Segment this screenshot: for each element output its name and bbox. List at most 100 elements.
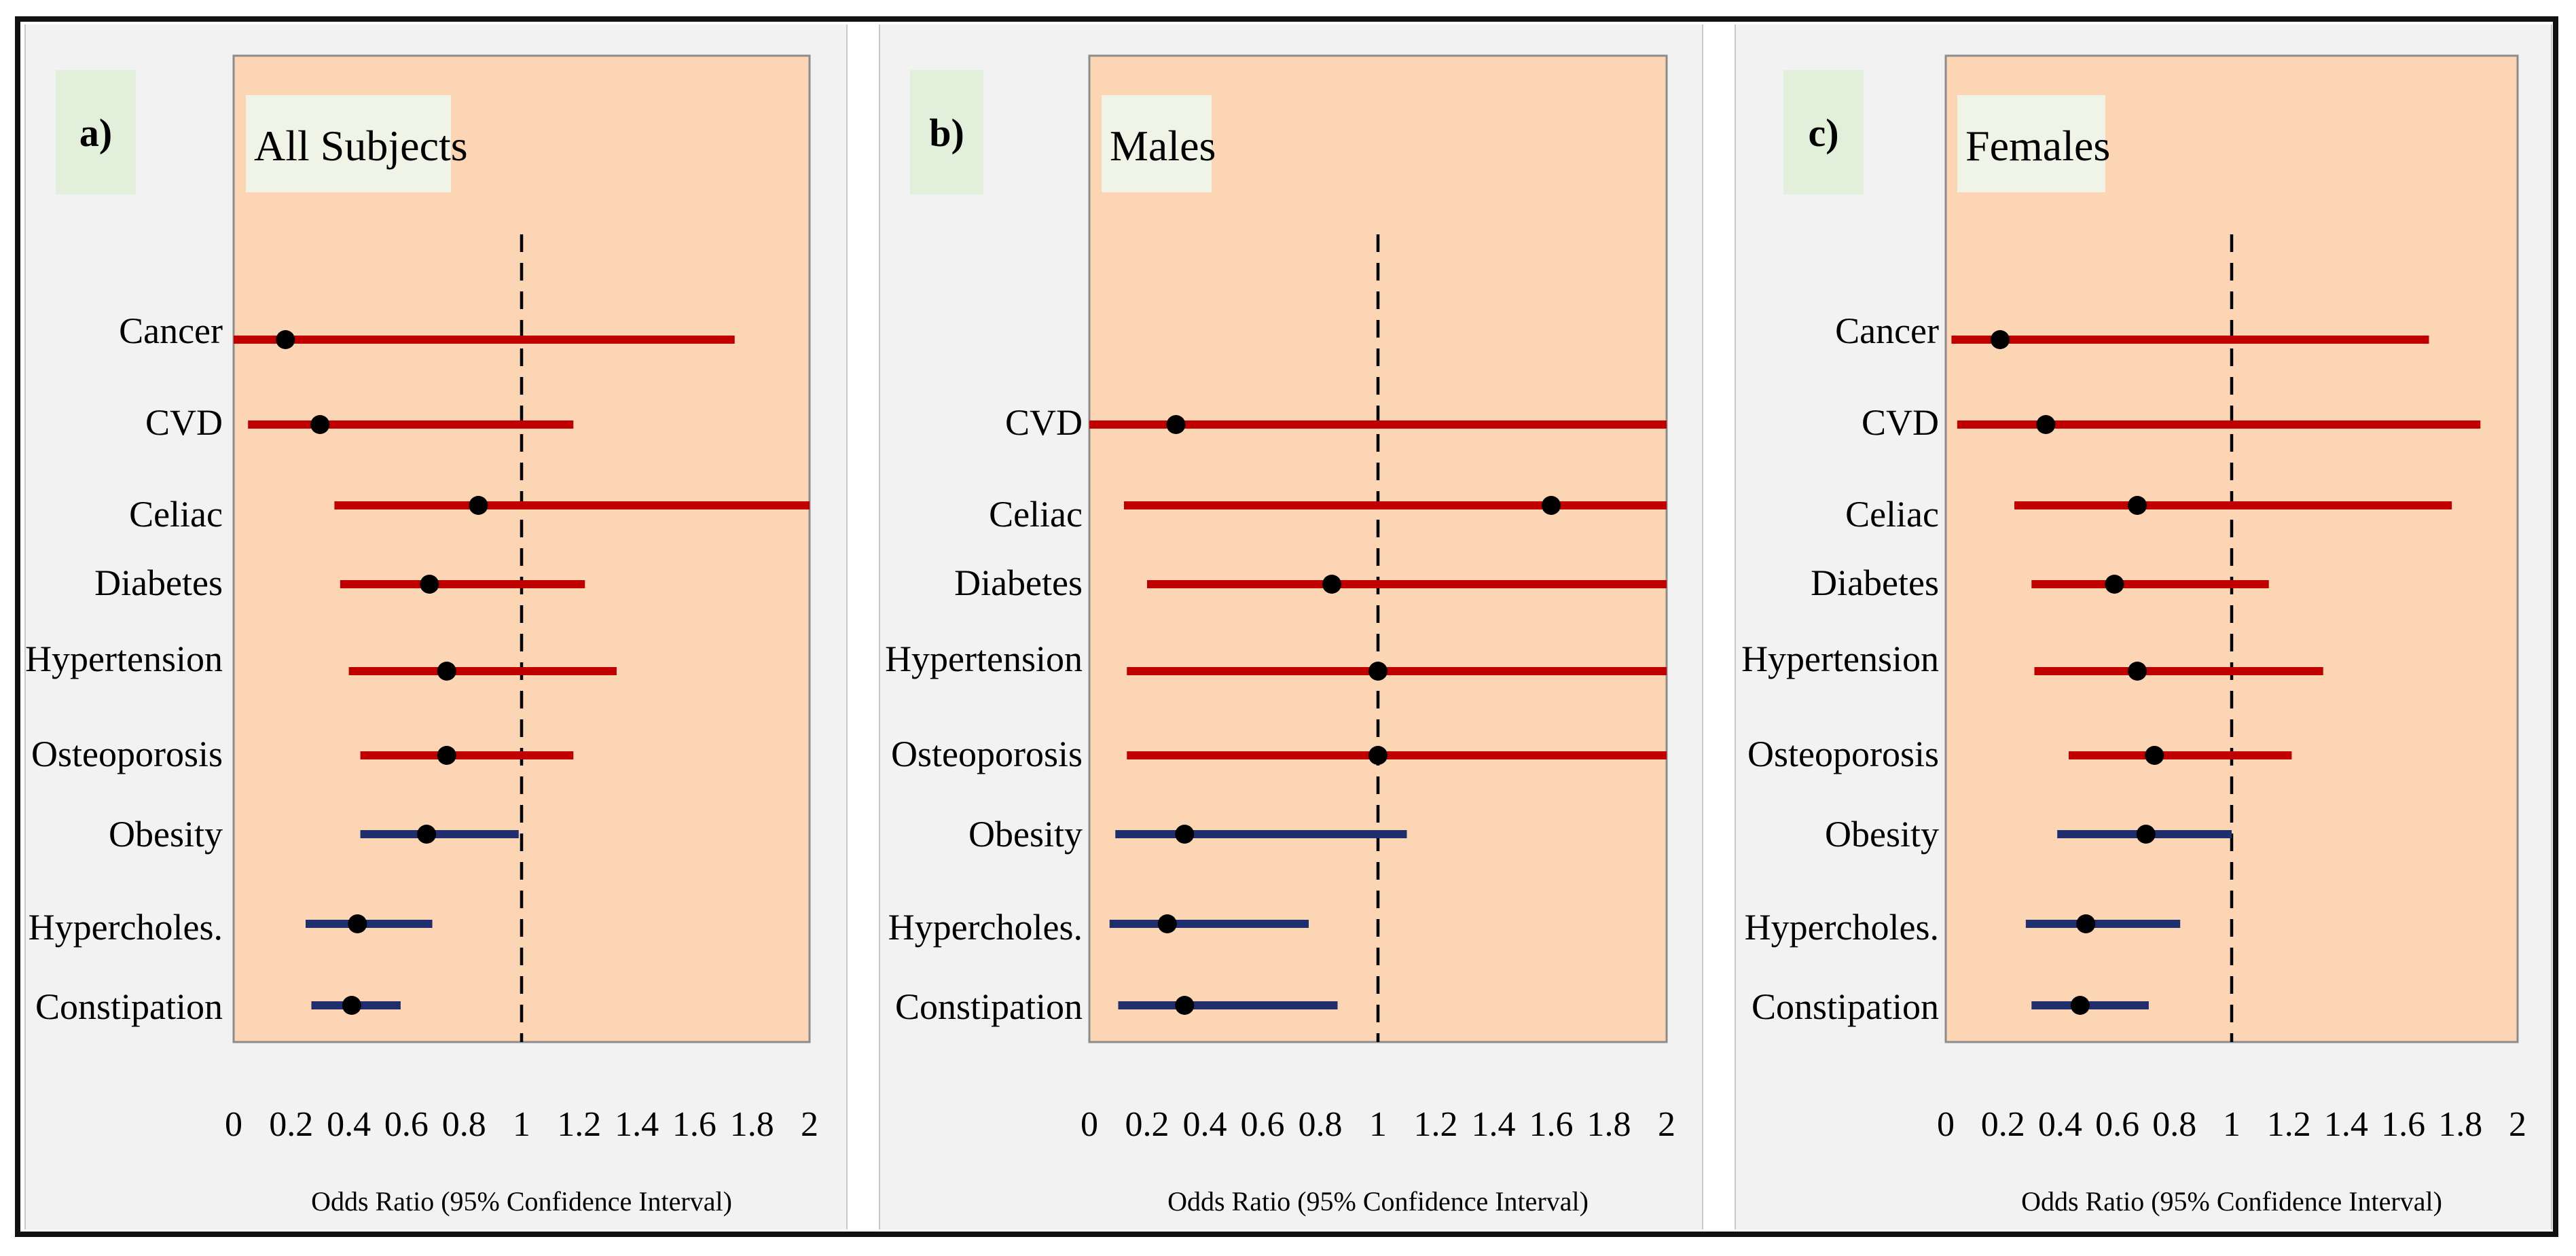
x-tick-label: 1 <box>2223 1105 2241 1144</box>
odds-ratio-point-diabetes <box>420 575 439 594</box>
odds-ratio-point-osteoporosis <box>437 746 456 765</box>
row-label: Obesity <box>1825 814 1939 855</box>
odds-ratio-point-constipation <box>1175 996 1195 1015</box>
x-tick-label: 1.2 <box>557 1105 601 1144</box>
odds-ratio-point-celiac <box>469 496 488 515</box>
x-tick-label: 1.4 <box>615 1105 659 1144</box>
odds-ratio-point-constipation <box>2070 996 2090 1015</box>
x-tick-label: 1.4 <box>1472 1105 1516 1144</box>
row-label: Hypercholes. <box>1745 907 1939 948</box>
x-axis-label: Odds Ratio (95% Confidence Interval) <box>311 1186 732 1217</box>
odds-ratio-point-hypercholes <box>348 914 367 933</box>
x-tick-label: 0.4 <box>2038 1105 2082 1144</box>
x-tick-label: 1.2 <box>1414 1105 1458 1144</box>
x-axis-label: Odds Ratio (95% Confidence Interval) <box>2021 1186 2442 1217</box>
row-label: Osteoporosis <box>1747 734 1939 774</box>
row-label: Hypercholes. <box>29 907 223 948</box>
x-tick-label: 1.8 <box>1587 1105 1631 1144</box>
panel-title-box <box>1957 95 2105 192</box>
x-axis-label: Odds Ratio (95% Confidence Interval) <box>1167 1186 1589 1217</box>
panel-label: a) <box>79 111 112 155</box>
row-label: Hypercholes. <box>888 907 1083 948</box>
x-tick-label: 0.2 <box>1125 1105 1169 1144</box>
x-tick-label: 1.6 <box>2381 1105 2425 1144</box>
panel-title: All Subjects <box>254 122 468 170</box>
x-tick-label: 1 <box>1369 1105 1387 1144</box>
row-label: Hypertension <box>1741 639 1939 679</box>
x-tick-label: 1.2 <box>2267 1105 2311 1144</box>
row-label: Diabetes <box>1811 562 1939 603</box>
row-label: CVD <box>145 402 223 443</box>
odds-ratio-point-hypertension <box>2128 662 2147 681</box>
x-tick-label: 2 <box>1658 1105 1675 1144</box>
row-label: Diabetes <box>94 562 223 603</box>
panel-label-badge <box>1783 70 1864 194</box>
odds-ratio-point-diabetes <box>1322 575 1341 594</box>
odds-ratio-point-hypercholes <box>1157 914 1177 933</box>
odds-ratio-point-cancer <box>276 330 295 349</box>
x-tick-label: 0 <box>225 1105 242 1144</box>
x-tick-label: 0.2 <box>1981 1105 2025 1144</box>
x-tick-label: 1.8 <box>2438 1105 2482 1144</box>
panel-label-badge <box>56 70 136 194</box>
odds-ratio-point-cancer <box>1990 330 2010 349</box>
x-tick-label: 1.6 <box>1529 1105 1574 1144</box>
row-label: Cancer <box>119 310 223 351</box>
row-label: Hypertension <box>25 639 223 679</box>
row-label: Celiac <box>1845 494 1939 535</box>
x-tick-label: 0.6 <box>2095 1105 2139 1144</box>
x-tick-label: 2 <box>2509 1105 2526 1144</box>
panel-label-badge <box>910 70 983 194</box>
x-tick-label: 1 <box>513 1105 530 1144</box>
panel-title: Females <box>1965 122 2110 170</box>
row-label: CVD <box>1862 402 1939 443</box>
row-label: Constipation <box>895 986 1083 1027</box>
row-label: Celiac <box>989 494 1083 535</box>
x-tick-label: 0.6 <box>384 1105 429 1144</box>
row-label: Osteoporosis <box>31 734 223 774</box>
odds-ratio-point-cvd <box>1166 415 1186 434</box>
odds-ratio-point-diabetes <box>2105 575 2124 594</box>
odds-ratio-point-osteoporosis <box>2145 746 2164 765</box>
row-label: Cancer <box>1835 310 1939 351</box>
x-tick-label: 0.4 <box>1183 1105 1227 1144</box>
panel-title-box <box>1102 95 1212 192</box>
panel-title-box <box>246 95 451 192</box>
x-tick-label: 0.6 <box>1241 1105 1285 1144</box>
odds-ratio-point-obesity <box>1175 825 1195 844</box>
odds-ratio-point-constipation <box>342 996 361 1015</box>
odds-ratio-point-osteoporosis <box>1368 746 1387 765</box>
x-tick-label: 0.8 <box>2152 1105 2196 1144</box>
x-tick-label: 2 <box>801 1105 818 1144</box>
x-tick-label: 1.4 <box>2324 1105 2368 1144</box>
odds-ratio-point-cvd <box>2036 415 2056 434</box>
odds-ratio-point-obesity <box>417 825 437 844</box>
odds-ratio-point-cvd <box>310 415 330 434</box>
odds-ratio-point-hypercholes <box>2076 914 2096 933</box>
row-label: Celiac <box>129 494 223 535</box>
row-label: CVD <box>1005 402 1083 443</box>
odds-ratio-point-celiac <box>1542 496 1561 515</box>
row-label: Obesity <box>968 814 1083 855</box>
panel-title: Males <box>1110 122 1216 170</box>
row-label: Obesity <box>109 814 223 855</box>
x-tick-label: 0.8 <box>1299 1105 1343 1144</box>
odds-ratio-point-celiac <box>2128 496 2147 515</box>
panel-label: b) <box>929 111 964 155</box>
odds-ratio-point-hypertension <box>1368 662 1387 681</box>
x-tick-label: 0.8 <box>442 1105 486 1144</box>
x-tick-label: 1.8 <box>730 1105 774 1144</box>
row-label: Hypertension <box>885 639 1083 679</box>
row-label: Osteoporosis <box>891 734 1083 774</box>
x-tick-label: 0 <box>1937 1105 1955 1144</box>
x-tick-label: 0 <box>1081 1105 1098 1144</box>
panel-label: c) <box>1808 111 1838 155</box>
x-tick-label: 0.4 <box>327 1105 371 1144</box>
odds-ratio-point-obesity <box>2136 825 2156 844</box>
row-label: Diabetes <box>954 562 1083 603</box>
row-label: Constipation <box>35 986 223 1027</box>
x-tick-label: 0.2 <box>269 1105 313 1144</box>
row-label: Constipation <box>1752 986 1939 1027</box>
odds-ratio-point-hypertension <box>437 662 456 681</box>
